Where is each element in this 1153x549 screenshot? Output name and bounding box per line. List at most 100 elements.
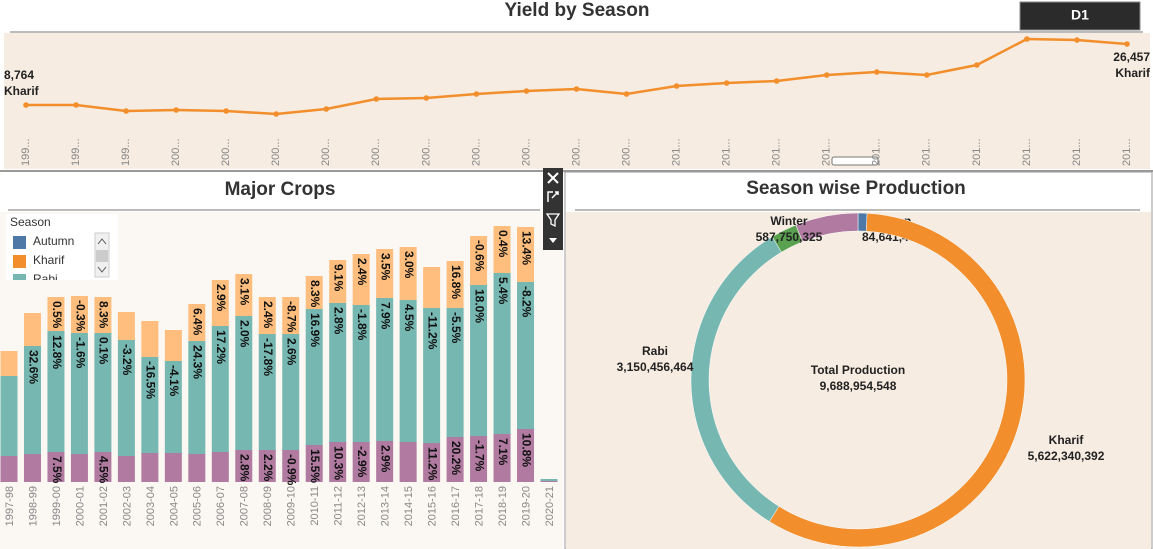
point (1024, 36, 1030, 42)
bar-segment (399, 442, 417, 482)
bar-segment (517, 282, 535, 429)
x-tick-label: 2020-21 (544, 486, 556, 526)
segment-label: 10.8% (519, 433, 533, 467)
bar-segment (258, 297, 276, 334)
donut-slice (795, 212, 859, 243)
segment-label: 8.3% (97, 301, 111, 329)
button-label[interactable]: D1 (1071, 7, 1089, 23)
segment-label: 7.5% (50, 456, 64, 484)
x-tick-label: 199... (70, 138, 82, 166)
segment-label: 32.6% (26, 350, 40, 384)
point (273, 111, 280, 117)
slice-value: 3,150,456,464 (617, 360, 694, 374)
x-tick-label: 201... (921, 138, 933, 166)
x-tick-label: 2015-16 (427, 486, 439, 526)
legend-label: Autumn (33, 234, 74, 248)
x-tick-label: 200... (320, 138, 332, 166)
slice-value: 5,622,340,392 (1028, 449, 1105, 463)
bar-segment (117, 340, 135, 456)
bar-segment (235, 274, 253, 316)
segment-label: 10.3% (332, 446, 346, 480)
x-tick-label: 2016-17 (450, 486, 462, 526)
segment-label: -11.2% (425, 312, 439, 350)
bar-segment (282, 450, 300, 482)
point (573, 86, 580, 92)
bar-segment (0, 456, 18, 482)
point (73, 102, 79, 108)
bar-segment (188, 341, 206, 454)
bar-segment (376, 298, 394, 441)
bar-segment (164, 330, 182, 361)
point (1074, 37, 1080, 43)
x-tick-label: 1999-00 (51, 486, 63, 526)
scroll-up (97, 238, 107, 245)
bar-segment (117, 456, 135, 482)
bar-segment (70, 454, 88, 482)
x-tick-label: 199... (20, 138, 32, 166)
segment-label: 2.6% (285, 338, 299, 366)
bar-segment (493, 434, 511, 482)
x-tick-label: 2013-14 (380, 486, 392, 526)
segment-label: 12.8% (50, 335, 64, 369)
segment-label: 0.1% (97, 337, 111, 365)
point (523, 88, 530, 94)
x-tick-label: 200... (520, 138, 532, 166)
segment-label: -2.9% (355, 446, 369, 478)
point (673, 83, 680, 89)
segment-label: 2.8% (332, 307, 346, 335)
bar-segment (517, 227, 535, 282)
x-tick-label: 201... (1121, 138, 1133, 166)
bar-segment (423, 443, 441, 482)
bar-segment (446, 261, 464, 308)
close-icon[interactable] (547, 172, 559, 184)
segment-label: -0.9% (285, 454, 299, 486)
legend-title: Season (10, 215, 51, 229)
bar-segment (235, 450, 253, 482)
toolbar (543, 168, 563, 250)
bar-segment (305, 309, 323, 445)
bar-segment (329, 442, 347, 482)
bar-segment (23, 454, 41, 482)
x-tick-label: 200... (420, 138, 432, 166)
x-tick-label: 2000-01 (74, 486, 86, 526)
bar-segment (235, 316, 253, 450)
point (924, 72, 930, 78)
segment-label: -3.2% (120, 344, 134, 376)
point (123, 108, 129, 114)
menu-icon[interactable] (549, 238, 557, 243)
resize-handle[interactable] (831, 156, 879, 166)
point (623, 91, 630, 97)
bar-segment (0, 351, 18, 376)
x-tick-label: 2006-07 (215, 486, 227, 526)
segment-label: 24.3% (191, 345, 205, 379)
bar-segment (23, 346, 41, 454)
point (323, 106, 330, 112)
segment-label: -8.2% (519, 286, 533, 318)
segment-label: -17.8% (261, 338, 275, 376)
bar-segment (164, 453, 182, 482)
bar-segment (47, 297, 65, 331)
series-label: Kharif (1115, 66, 1151, 80)
bar-segment (352, 442, 370, 482)
x-tick-label: 2009-10 (286, 486, 298, 526)
popout-icon[interactable] (547, 191, 559, 202)
point (823, 72, 830, 78)
x-tick-label: 200... (170, 138, 182, 166)
bar-segment (70, 333, 88, 454)
plot-area (4, 33, 1150, 169)
bar-segment (540, 479, 558, 481)
filter-icon[interactable] (545, 213, 561, 228)
point (473, 91, 480, 97)
bar-segment (211, 326, 229, 452)
bar-segment (94, 297, 112, 333)
bar-segment (352, 305, 370, 442)
donut-slice (769, 212, 1026, 548)
button[interactable] (1019, 1, 1141, 31)
x-tick-label: 2011-12 (333, 486, 345, 526)
x-tick-label: 1998-99 (27, 486, 39, 526)
slice-category: Kharif (1049, 433, 1085, 447)
x-tick-label: 201... (1021, 138, 1033, 166)
legend: Season Autumn Kharif Rabi (6, 214, 118, 280)
segment-label: 18.0% (472, 289, 486, 323)
